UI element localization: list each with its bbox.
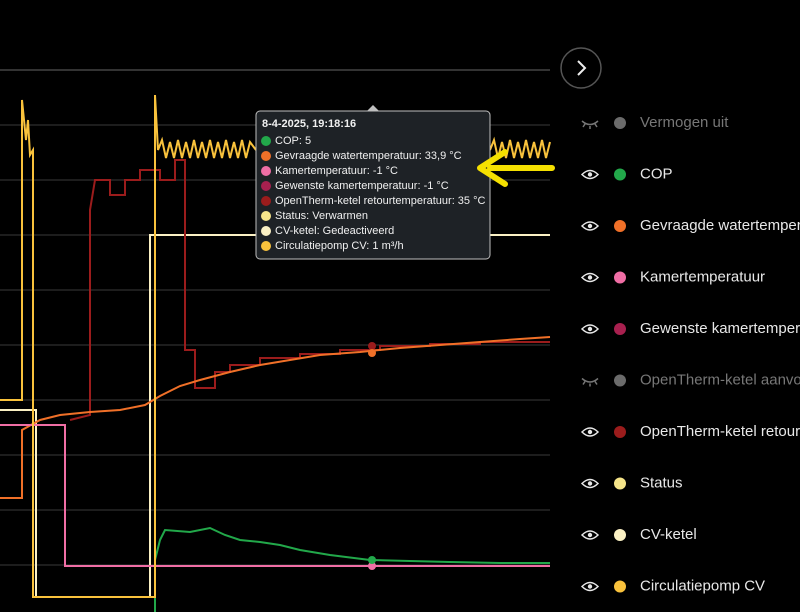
- legend-label: Gewenste kamertemper: [640, 320, 800, 337]
- hover-dot: [368, 349, 376, 357]
- legend-item[interactable]: Kamertemperatuur: [580, 268, 765, 285]
- eye-icon: [580, 581, 600, 592]
- tooltip-dot: [261, 226, 271, 236]
- eye-icon: [580, 478, 600, 489]
- tooltip-item: Gevraagde watertemperatuur: 33,9 °C: [275, 150, 462, 162]
- line-cop: [154, 526, 550, 612]
- legend-item[interactable]: Status: [580, 474, 683, 491]
- legend-label: Status: [640, 474, 683, 491]
- plot-lines: [0, 94, 551, 612]
- button-circle[interactable]: [560, 47, 602, 89]
- tooltip-item: Circulatiepomp CV: 1 m³/h: [275, 240, 404, 252]
- eye-pupil: [587, 223, 593, 229]
- hover-dot: [368, 562, 376, 570]
- legend-item[interactable]: Vermogen uit: [581, 114, 729, 131]
- tooltip-dot: [261, 151, 271, 161]
- legend-item[interactable]: Gewenste kamertemper: [580, 320, 800, 337]
- tooltip-dot: [261, 181, 271, 191]
- hover-dot: [368, 342, 376, 350]
- eye-icon: [580, 427, 600, 437]
- tooltip-pointer: [367, 105, 379, 111]
- legend-dot: [614, 271, 626, 284]
- tooltip-dot: [261, 136, 271, 146]
- tooltip-item: Gewenste kamertemperatuur: -1 °C: [275, 180, 449, 192]
- legend-label: OpenTherm-ketel aanvo: [640, 371, 800, 388]
- eye-off-icon: [581, 377, 599, 387]
- tooltip: 8-4-2025, 19:18:16 COP: 5 Gevraagde water…: [255, 105, 491, 260]
- legend-label: OpenTherm-ketel retour: [640, 423, 800, 440]
- legend-item[interactable]: Circulatiepomp CV: [580, 577, 765, 594]
- tooltip-dot: [261, 166, 271, 176]
- tooltip-dot: [261, 196, 271, 206]
- legend-item[interactable]: OpenTherm-ketel aanvo: [581, 371, 800, 388]
- eye-pupil: [587, 481, 593, 486]
- eye-icon: [580, 272, 600, 283]
- eye-pupil: [587, 532, 593, 538]
- eye-pupil: [587, 275, 593, 280]
- legend-item[interactable]: COP: [580, 165, 673, 182]
- tooltip-item: OpenTherm-ketel retourtemperatuur: 35 °C: [275, 195, 485, 207]
- legend-dot: [614, 220, 626, 232]
- line-circulatiepomp: [0, 94, 551, 598]
- hover-dot: [368, 556, 376, 564]
- legend-label: COP: [640, 165, 673, 182]
- legend-dot: [614, 323, 626, 335]
- legend-dot: [614, 477, 626, 490]
- legend-label: Circulatiepomp CV: [640, 577, 765, 594]
- eye-pupil: [587, 429, 593, 435]
- legend-label: Vermogen uit: [640, 114, 729, 131]
- legend-item[interactable]: OpenTherm-ketel retour: [580, 423, 800, 440]
- tooltip-item: Status: Verwarmen: [275, 210, 368, 222]
- tooltip-dot: [261, 211, 271, 221]
- legend-label: Gevraagde watertemper: [640, 217, 800, 234]
- eye-pupil: [587, 326, 593, 332]
- legend-dot: [614, 426, 626, 438]
- eye-off-icon: [581, 120, 599, 129]
- eye-icon: [580, 324, 600, 334]
- eye-icon: [580, 221, 600, 231]
- legend-dot: [614, 117, 626, 129]
- chevron-icon: [577, 60, 587, 76]
- eye-pupil: [587, 584, 593, 589]
- legend-label: CV-ketel: [640, 526, 697, 543]
- legend-dot: [614, 374, 626, 387]
- tooltip-time: 8-4-2025, 19:18:16: [262, 118, 356, 130]
- legend-dot: [614, 529, 626, 541]
- tooltip-item: Kamertemperatuur: -1 °C: [275, 165, 398, 177]
- tooltip-dot: [261, 241, 271, 251]
- tooltip-item: COP: 5: [275, 135, 311, 147]
- annotation-arrow: [477, 149, 555, 187]
- legend-dot: [614, 580, 626, 593]
- eye-icon: [580, 530, 600, 540]
- tooltip-item: CV-ketel: Gedeactiveerd: [275, 225, 394, 237]
- eye-icon: [580, 169, 600, 180]
- legend-item[interactable]: CV-ketel: [580, 526, 697, 543]
- legend-dot: [614, 168, 626, 181]
- legend-item[interactable]: Gevraagde watertemper: [580, 217, 800, 234]
- legend: Vermogen uit COP Gevraagde watertemper Kame…: [580, 114, 800, 594]
- legend-label: Kamertemperatuur: [640, 268, 765, 285]
- line-gevraagde: [0, 336, 551, 499]
- eye-pupil: [587, 172, 593, 177]
- expand-button[interactable]: [560, 47, 602, 89]
